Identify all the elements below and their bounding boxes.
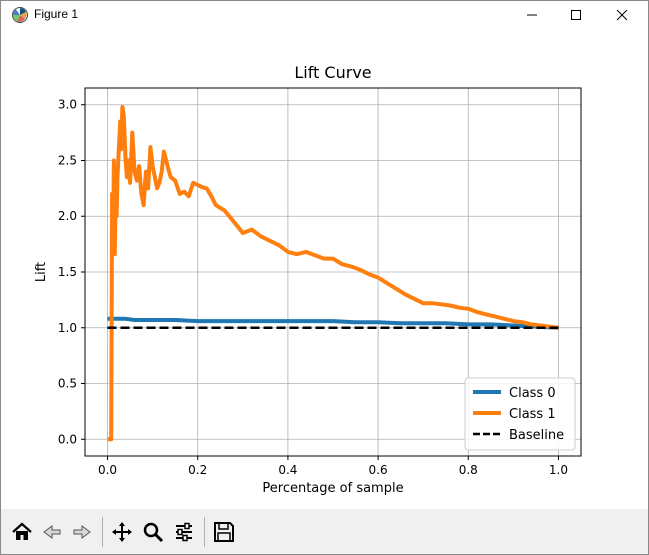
x-axis-label: Percentage of sample — [262, 481, 403, 496]
series-layer — [107, 105, 559, 442]
toolbar-separator — [102, 517, 103, 547]
x-tick-label: 1.0 — [549, 463, 568, 477]
forward-arrow-icon — [73, 525, 91, 539]
back-arrow-icon — [43, 525, 61, 539]
toolbar-separator — [204, 517, 205, 547]
pan-button[interactable] — [107, 517, 137, 547]
pan-icon — [112, 522, 132, 542]
legend-label: Class 0 — [509, 386, 556, 401]
legend-box — [464, 377, 576, 451]
y-tick-label: 0.0 — [58, 432, 77, 446]
figure-canvas[interactable]: 0.0 0.2 0.4 0.6 0.8 1.0 0.0 0.5 1.0 1.5 2.0 2.5 3.0 … — [5, 29, 645, 509]
zoom-button[interactable] — [138, 517, 168, 547]
x-tick-label: 0.2 — [188, 463, 207, 477]
maximize-button[interactable] — [553, 1, 599, 29]
x-tick-label: 0.8 — [459, 463, 478, 477]
matplotlib-logo-icon — [11, 6, 29, 24]
y-axis-label: Lift — [34, 262, 49, 282]
close-button[interactable] — [599, 1, 645, 29]
save-button[interactable] — [209, 517, 239, 547]
zoom-icon — [143, 522, 164, 543]
configure-subplots-button[interactable] — [169, 517, 199, 547]
legend: Class 0 Class 1 Baseline — [464, 377, 576, 451]
minimize-icon — [527, 14, 537, 16]
navigation-toolbar — [1, 509, 648, 554]
x-tick-label: 0.4 — [278, 463, 297, 477]
series-line-class-1 — [107, 105, 559, 442]
maximize-icon — [571, 10, 581, 20]
series-line-class-0 — [107, 316, 559, 330]
y-tick-label: 1.5 — [58, 265, 77, 279]
back-button[interactable] — [37, 517, 67, 547]
x-tick-label: 0.6 — [369, 463, 388, 477]
legend-label: Baseline — [509, 428, 564, 443]
configure-subplots-icon — [176, 522, 192, 542]
ticks: 0.0 0.2 0.4 0.6 0.8 1.0 0.0 0.5 1.0 1.5 2.0 2.5 3.0 — [58, 98, 568, 477]
title-bar[interactable]: Figure 1 — [1, 1, 648, 29]
y-tick-label: 3.0 — [58, 98, 77, 112]
home-icon — [12, 522, 32, 540]
close-icon — [616, 9, 628, 21]
legend-label: Class 1 — [509, 407, 556, 422]
y-tick-label: 1.0 — [58, 321, 77, 335]
chart-title: Lift Curve — [294, 63, 371, 82]
forward-button[interactable] — [67, 517, 97, 547]
save-icon — [214, 522, 234, 542]
x-tick-label: 0.0 — [98, 463, 117, 477]
minimize-button[interactable] — [509, 1, 555, 29]
y-tick-label: 2.5 — [58, 153, 77, 167]
y-tick-label: 2.0 — [58, 209, 77, 223]
lift-curve-chart: 0.0 0.2 0.4 0.6 0.8 1.00.00.51.01.52.02.53.0 … — [34, 63, 582, 496]
y-tick-label: 0.5 — [58, 377, 77, 391]
home-button[interactable] — [7, 517, 37, 547]
window-title: Figure 1 — [34, 7, 79, 21]
